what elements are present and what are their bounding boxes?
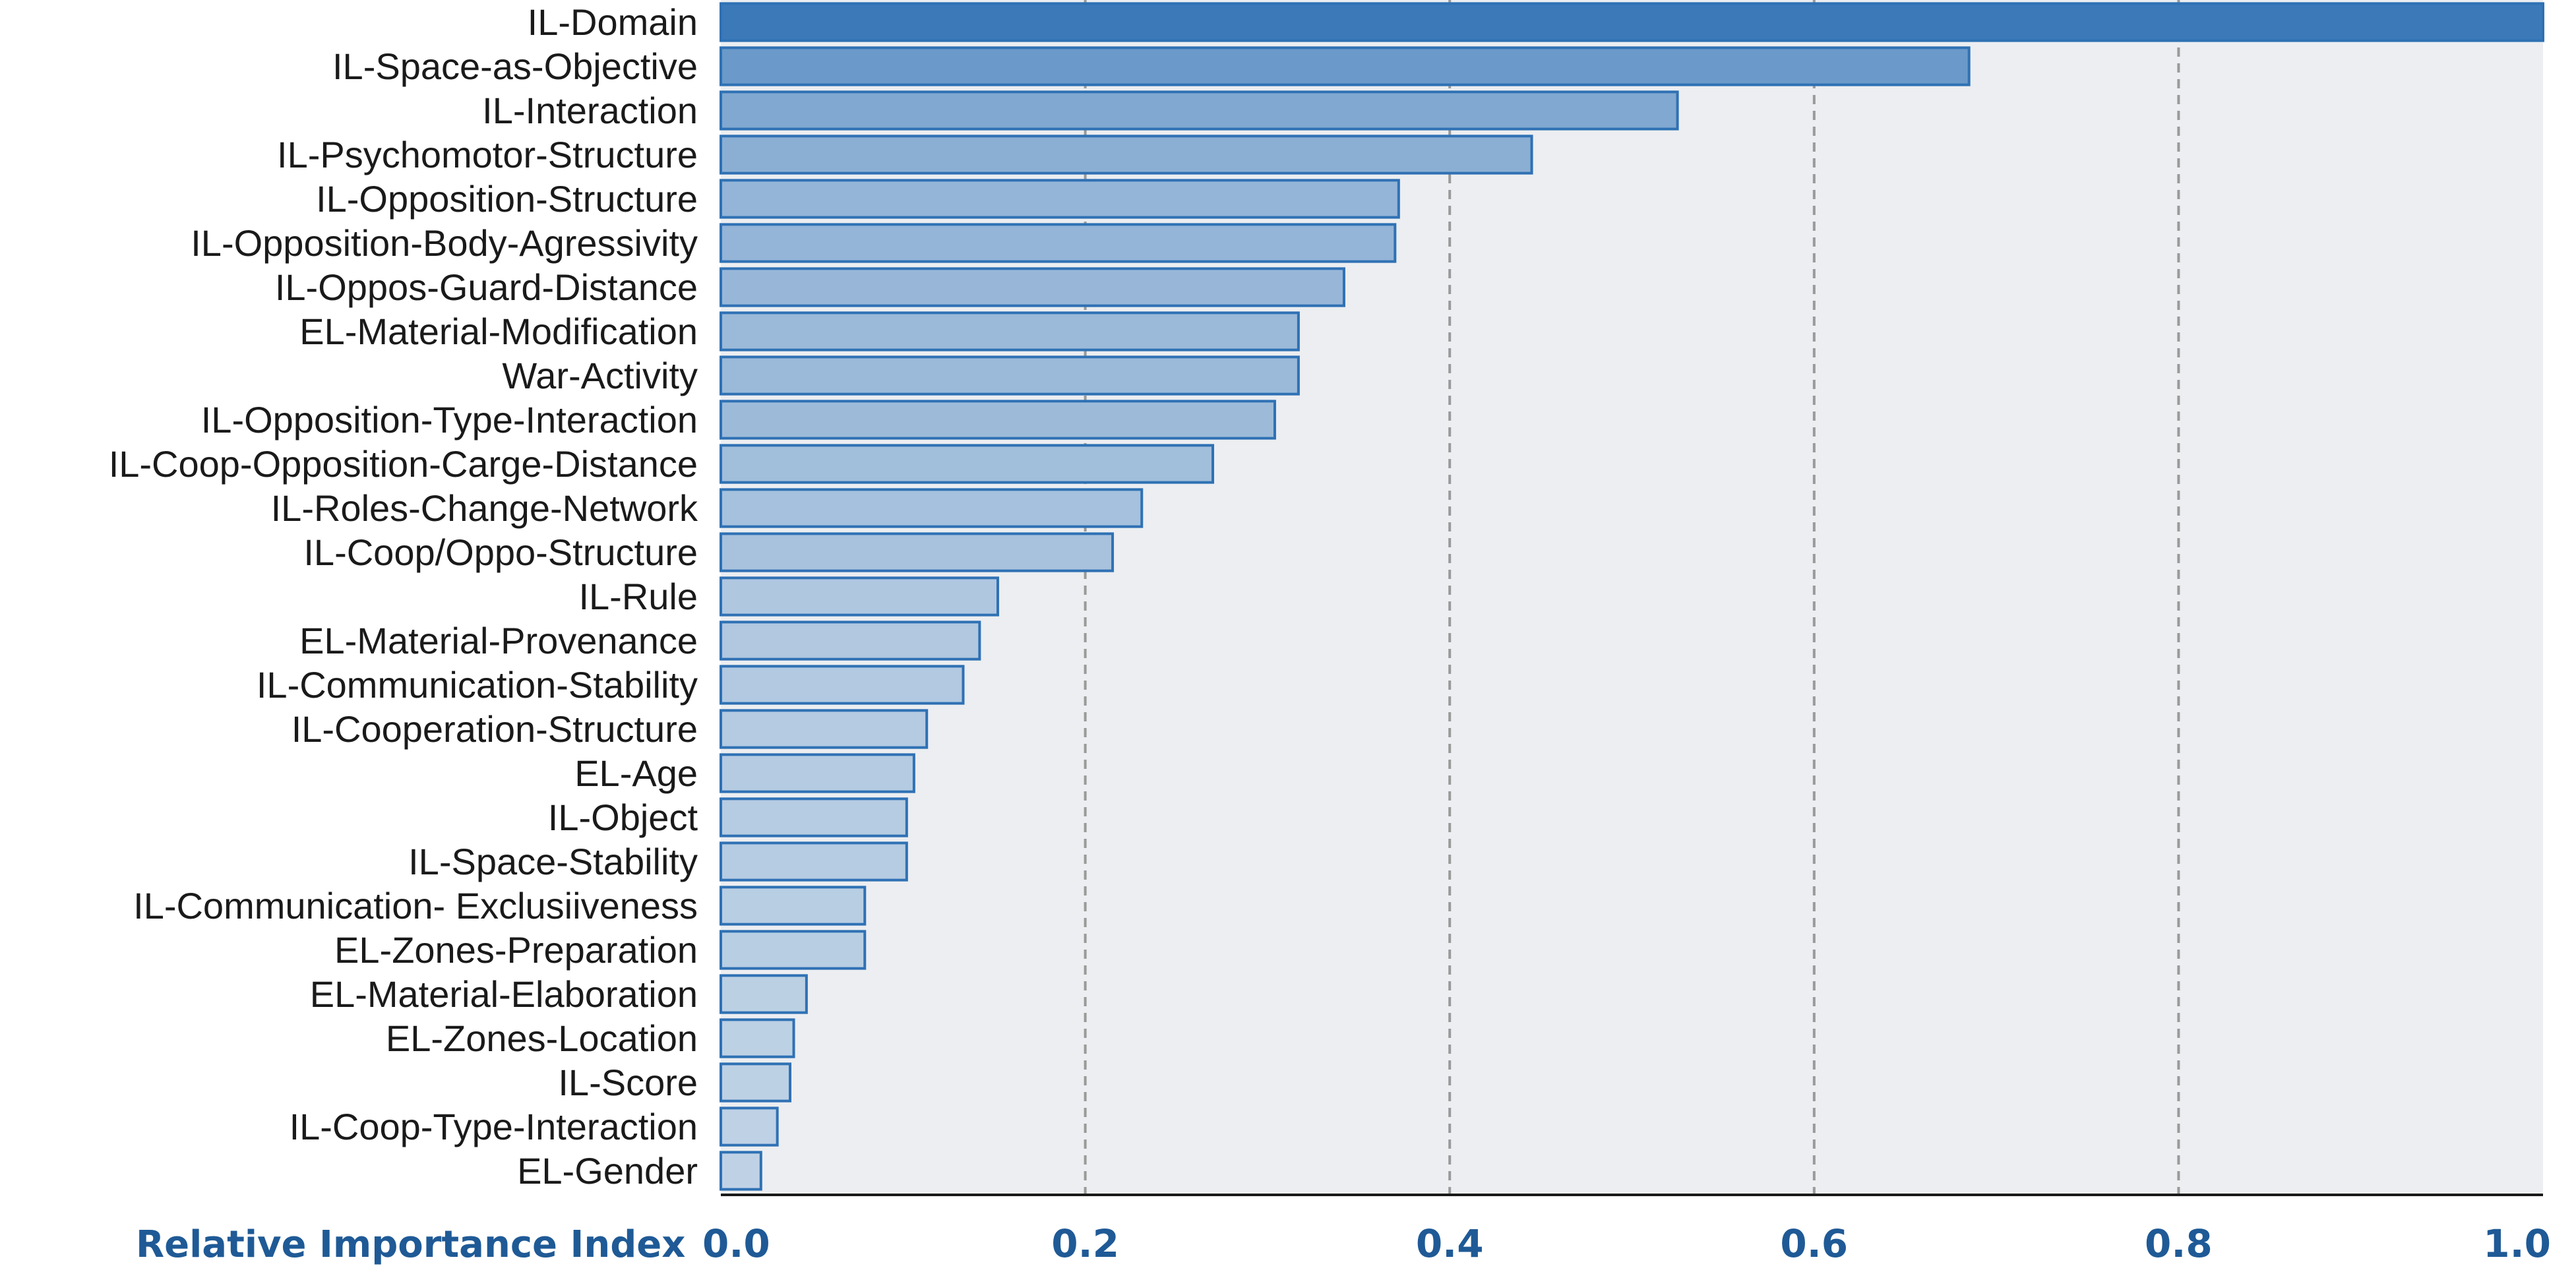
bar-12 <box>720 532 1115 572</box>
category-label-11: IL-Roles-Change-Network <box>271 487 698 529</box>
bar-7 <box>720 311 1300 351</box>
bar-18 <box>720 797 908 837</box>
category-label-5: IL-Opposition-Body-Agressivity <box>191 222 698 264</box>
category-label-12: IL-Coop/Oppo-Structure <box>303 531 698 573</box>
bar-23 <box>720 1018 795 1058</box>
bar-3 <box>720 135 1533 175</box>
x-tick-label-4: 0.8 <box>2145 1221 2213 1266</box>
x-axis-title: Relative Importance Index <box>136 1223 685 1266</box>
bar-2 <box>720 90 1679 131</box>
category-label-24: IL-Score <box>558 1062 698 1103</box>
category-label-8: War-Activity <box>502 355 698 396</box>
bar-25 <box>720 1107 779 1147</box>
bars <box>720 2 2544 1191</box>
category-label-6: IL-Oppos-Guard-Distance <box>275 266 698 308</box>
category-label-10: IL-Coop-Opposition-Carge-Distance <box>109 443 698 485</box>
bar-26 <box>720 1151 762 1191</box>
x-tick-labels: 0.0 0.2 0.4 0.6 0.8 1.0 <box>702 1221 2551 1266</box>
bar-20 <box>720 886 867 926</box>
bar-5 <box>720 223 1397 263</box>
bar-6 <box>720 267 1345 307</box>
category-labels: IL-DomainIL-Space-as-ObjectiveIL-Interac… <box>109 1 698 1192</box>
bar-15 <box>720 665 965 705</box>
category-label-3: IL-Psychomotor-Structure <box>277 134 698 175</box>
category-label-9: IL-Opposition-Type-Interaction <box>201 399 698 440</box>
category-label-14: EL-Material-Provenance <box>299 620 698 661</box>
category-label-17: EL-Age <box>574 752 698 794</box>
bar-17 <box>720 753 915 793</box>
category-label-20: IL-Communication- Exclusiiveness <box>133 885 698 926</box>
category-label-22: EL-Material-Elaboration <box>310 973 698 1015</box>
bar-21 <box>720 930 867 970</box>
bar-11 <box>720 488 1144 528</box>
bar-9 <box>720 400 1276 440</box>
bar-1 <box>720 46 1971 86</box>
category-label-21: EL-Zones-Preparation <box>334 929 698 971</box>
bar-14 <box>720 621 981 661</box>
category-label-15: IL-Communication-Stability <box>257 664 698 706</box>
category-label-23: EL-Zones-Location <box>386 1017 698 1059</box>
category-label-25: IL-Coop-Type-Interaction <box>290 1106 698 1147</box>
x-tick-label-2: 0.4 <box>1416 1221 1484 1266</box>
bar-16 <box>720 709 929 749</box>
x-tick-label-3: 0.6 <box>1780 1221 1848 1266</box>
category-label-7: EL-Material-Modification <box>299 311 698 352</box>
x-tick-label-1: 0.2 <box>1051 1221 1119 1266</box>
category-label-2: IL-Interaction <box>482 90 698 131</box>
bar-8 <box>720 355 1300 396</box>
x-tick-label-5: 1.0 <box>2483 1221 2551 1266</box>
category-label-16: IL-Cooperation-Structure <box>291 708 698 750</box>
bar-22 <box>720 974 808 1014</box>
bar-19 <box>720 841 908 882</box>
category-label-26: EL-Gender <box>517 1150 698 1192</box>
category-label-4: IL-Opposition-Structure <box>316 178 698 220</box>
category-label-0: IL-Domain <box>528 1 698 43</box>
bar-0 <box>720 2 2544 42</box>
bar-24 <box>720 1062 791 1103</box>
category-label-18: IL-Object <box>548 797 698 838</box>
bar-4 <box>720 179 1400 219</box>
category-label-19: IL-Space-Stability <box>408 841 698 882</box>
category-label-13: IL-Rule <box>578 576 698 617</box>
bar-10 <box>720 444 1215 484</box>
x-tick-label-0: 0.0 <box>702 1221 770 1266</box>
bar-13 <box>720 576 999 617</box>
category-label-1: IL-Space-as-Objective <box>332 46 698 87</box>
